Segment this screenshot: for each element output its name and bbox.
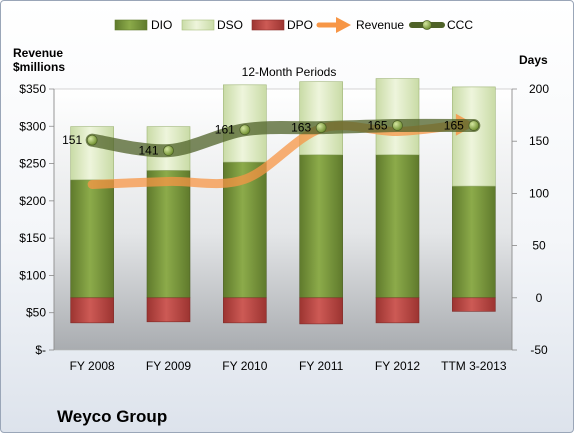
left-axis-title-line2: $millions	[13, 60, 65, 74]
left-tick-label: $150	[19, 231, 46, 245]
right-axis-title: Days	[519, 53, 548, 67]
right-tick-label: -50	[530, 343, 548, 357]
left-axis: $- $50 $100 $150 $200 $250 $300 $350	[19, 82, 55, 357]
ccc-point	[86, 134, 98, 146]
legend-swatch-dio	[114, 19, 148, 31]
bar-dso	[70, 126, 114, 181]
legend-label-dso: DSO	[217, 18, 243, 32]
category-label: FY 2010	[222, 359, 267, 373]
bar-dpo	[375, 297, 420, 324]
ccc-data-label: 151	[62, 133, 82, 147]
ccc-point	[163, 145, 174, 156]
legend-swatch-dso	[181, 19, 215, 31]
category-label: FY 2008	[70, 359, 115, 373]
left-axis-title-line1: Revenue	[13, 46, 63, 60]
legend-label-ccc: CCC	[447, 18, 473, 32]
right-tick-label: 0	[536, 291, 543, 305]
bar-dpo	[70, 297, 114, 324]
legend-swatch-ccc	[409, 20, 445, 30]
bar-dso	[375, 78, 420, 156]
bar-dio	[452, 185, 496, 299]
legend-label-dpo: DPO	[287, 18, 313, 32]
right-tick-label: 50	[532, 239, 546, 253]
legend-label-dio: DIO	[151, 18, 172, 32]
ccc-series: 151 141 161 163 165 165	[62, 118, 481, 158]
legend-label-revenue: Revenue	[356, 18, 404, 32]
category-label: TTM 3-2013	[441, 359, 507, 373]
right-tick-label: 100	[529, 186, 549, 200]
ccc-data-label: 163	[291, 121, 311, 135]
bar-dpo	[223, 297, 267, 324]
ccc-point	[468, 120, 480, 131]
ccc-point	[392, 120, 403, 131]
left-tick-label: $250	[19, 157, 46, 171]
chart-title: 12-Month Periods	[242, 65, 337, 79]
bar-dio	[299, 154, 343, 299]
bar-dpo	[299, 297, 343, 325]
bar-dio	[146, 170, 191, 299]
left-tick-label: $100	[19, 268, 46, 282]
left-tick-label: $-	[35, 343, 46, 357]
ccc-data-label: 141	[138, 144, 158, 158]
right-axis: -50 0 50 100 150 200	[511, 82, 549, 357]
bar-dio	[70, 179, 114, 299]
category-label: FY 2012	[375, 359, 420, 373]
right-tick-label: 150	[529, 134, 549, 148]
bar-dpo	[146, 297, 191, 323]
bars	[70, 78, 496, 325]
category-axis: FY 2008 FY 2009 FY 2010 FY 2011 FY 2012 TTM 3…	[70, 359, 507, 373]
ccc-data-label: 165	[444, 119, 464, 133]
ccc-point	[315, 122, 327, 134]
bar-dpo	[452, 297, 496, 312]
legend: DIO DSO DPO Revenue CCC	[114, 17, 473, 33]
left-tick-label: $350	[19, 82, 46, 96]
legend-swatch-dpo	[251, 19, 285, 31]
ccc-data-label: 161	[215, 123, 235, 137]
legend-swatch-revenue	[316, 17, 351, 33]
bar-dio	[375, 154, 420, 299]
category-label: FY 2009	[146, 359, 191, 373]
bar-dso	[452, 86, 496, 187]
left-tick-label: $50	[26, 306, 46, 320]
ccc-line-path	[85, 118, 481, 158]
right-tick-label: 200	[529, 82, 549, 96]
company-name: Weyco Group	[57, 407, 167, 426]
ccc-point	[239, 124, 251, 136]
left-tick-label: $300	[19, 119, 46, 133]
bar-dso	[299, 81, 343, 156]
category-label: FY 2011	[299, 359, 344, 373]
ccc-data-label: 165	[367, 119, 387, 133]
left-tick-label: $200	[19, 194, 46, 208]
